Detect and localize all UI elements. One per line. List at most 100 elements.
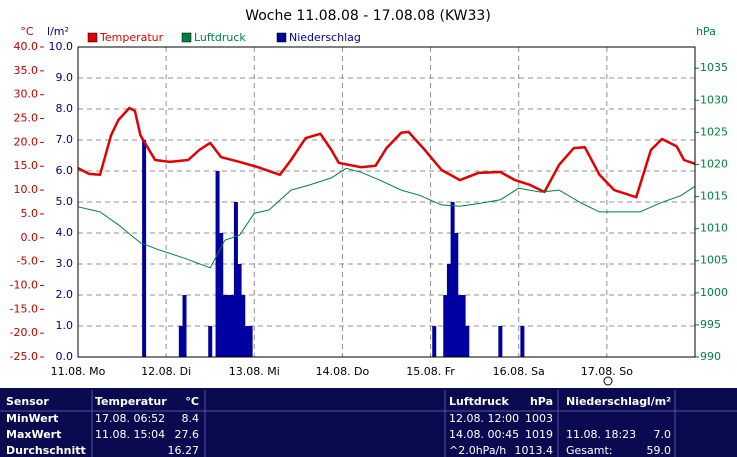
pressure-tick-label: 1035 [700,61,728,74]
precip-tick-label: 9.0 [56,71,74,84]
pressure-tick-label: 1015 [700,190,728,203]
pressure-tick-label: 1010 [700,222,728,235]
table-cell: 17.08. 06:52 [95,412,165,425]
temp-tick-label: 10.0 [14,183,39,196]
temp-tick-label: 20.0 [14,135,39,148]
legend-swatch [87,32,98,43]
table-cell: 11.08. 18:23 [566,428,636,441]
table-cell: 27.6 [175,428,200,441]
pressure-axis-label: hPa [696,25,716,38]
temp-tick-label: -10.0 [10,278,38,291]
table-header: l/m² [647,395,671,408]
table-cell: 1003 [525,412,553,425]
table-cell: 14.08. 00:45 [449,428,519,441]
legend-swatch [181,32,192,43]
temp-tick-label: -20.0 [10,326,38,339]
precip-tick-label: 1.0 [56,319,74,332]
table-header: Luftdruck [449,395,510,408]
x-tick-label: 13.08. Mi [229,365,280,378]
pressure-tick-label: 995 [700,318,721,331]
series-line [77,167,696,269]
table-header: hPa [530,395,553,408]
chart-title: Woche 11.08.08 - 17.08.08 (KW33) [245,8,491,24]
pressure-tick-label: 1005 [700,254,728,267]
precip-tick-label: 5.0 [56,195,74,208]
precip-bar [244,326,249,357]
precip-tick-label: 7.0 [56,133,74,146]
precip-bar [498,326,503,357]
row-label: MinWert [6,412,58,425]
legend-label: Niederschlag [289,31,361,44]
precip-tick-label: 8.0 [56,102,74,115]
temp-tick-label: 5.0 [21,207,39,220]
summary-table [0,388,737,457]
x-tick-label: 17.08. So [581,365,633,378]
precip-tick-label: 4.0 [56,226,74,239]
pressure-tick-label: 1030 [700,93,728,106]
temp-tick-label: 0.0 [21,231,39,244]
legend-swatch [276,32,287,43]
temp-tick-label: 40.0 [14,40,39,53]
precip-bar [142,140,147,357]
precip-axis-label: l/m² [47,25,69,38]
plot-border [77,46,696,358]
precip-bar [457,295,462,357]
precip-bar [454,233,459,357]
precip-bar [230,295,235,357]
precip-bar [432,326,437,357]
legend-label: Temperatur [99,31,164,44]
precip-bar [465,326,470,357]
precip-tick-label: 0.0 [56,350,74,363]
precip-bar [450,202,455,357]
x-tick-label: 11.08. Mo [51,365,106,378]
table-cell: 12.08. 12:00 [449,412,519,425]
table-cell: Gesamt: [566,444,613,457]
pressure-tick-label: 1000 [700,286,728,299]
precip-bar [219,233,224,357]
precip-tick-label: 10.0 [49,40,74,53]
moon-icon [603,376,613,386]
table-cell: 16.27 [168,444,200,457]
temp-tick-label: 35.0 [14,64,39,77]
table-cell: 59.0 [647,444,672,457]
temp-tick-label: 15.0 [14,159,39,172]
pressure-tick-label: 1020 [700,157,728,170]
pressure-tick-label: 1025 [700,125,728,138]
table-cell: 8.4 [182,412,200,425]
table-cell: 7.0 [654,428,672,441]
row-label: Durchschnitt [6,444,86,457]
precip-bar [248,326,253,357]
precip-bar [226,295,231,357]
temp-tick-label: -25.0 [10,350,38,363]
precip-bar [237,264,242,357]
precip-bar [215,171,220,357]
precip-tick-label: 2.0 [56,288,74,301]
pressure-tick-label: 990 [700,350,721,363]
table-cell: 1019 [525,428,553,441]
table-header: Temperatur [95,395,167,408]
temp-tick-label: 30.0 [14,88,39,101]
temp-tick-label: -15.0 [10,302,38,315]
precip-bar [446,264,451,357]
x-tick-label: 16.08. Sa [493,365,545,378]
precip-tick-label: 6.0 [56,164,74,177]
series-line [77,106,696,199]
row-label: MaxWert [6,428,61,441]
table-cell: 1013.4 [515,444,554,457]
precip-tick-label: 3.0 [56,257,74,270]
precip-bar [233,202,238,357]
precip-bar [208,326,213,357]
precip-bar [443,295,448,357]
temp-tick-label: -5.0 [17,255,38,268]
x-tick-label: 15.08. Fr [406,365,455,378]
x-tick-label: 14.08. Do [316,365,370,378]
table-header: Sensor [6,395,49,408]
temp-axis-label: °C [20,25,34,38]
precip-bar [182,295,187,357]
precip-bar [222,295,227,357]
table-cell: ^2.0hPa/h [449,444,506,457]
table-cell: 11.08. 15:04 [95,428,165,441]
precip-bar [520,326,525,357]
precip-bar [241,295,246,357]
table-header: Niederschlag [566,395,647,408]
